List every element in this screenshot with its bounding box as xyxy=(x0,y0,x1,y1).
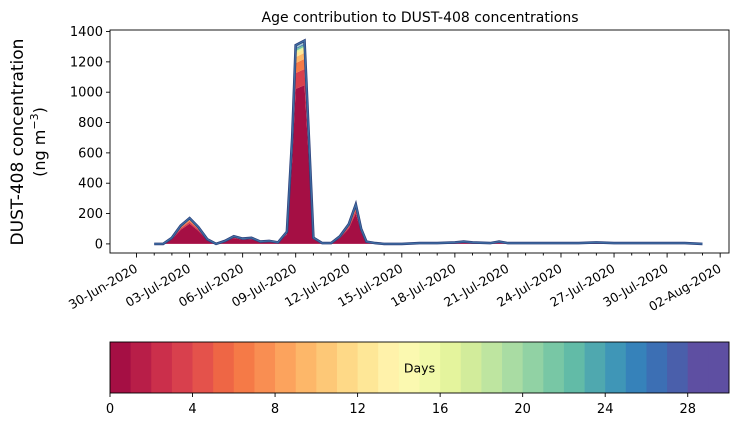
colorbar-swatch xyxy=(192,342,214,393)
colorbar-tick-label: 28 xyxy=(679,402,696,417)
plot-frame xyxy=(109,29,730,254)
colorbar-swatch xyxy=(398,342,420,393)
colorbar-swatch xyxy=(440,342,462,393)
total-series-line xyxy=(154,39,703,245)
total-series-outline xyxy=(154,38,703,246)
colorbar-tick-label: 16 xyxy=(432,402,449,417)
colorbar-swatch xyxy=(646,342,668,393)
colorbar-swatch xyxy=(667,342,689,393)
age-layer-3 xyxy=(154,52,703,244)
y-axis-label: DUST-408 concentration (ng m−3) xyxy=(8,39,49,246)
colorbar-swatch xyxy=(605,342,627,393)
colorbar-swatch xyxy=(357,342,379,393)
y-axis-label-unit: (ng m xyxy=(30,130,49,177)
colorbar-swatch xyxy=(233,342,255,393)
y-tick-label: 1400 xyxy=(70,25,103,40)
y-tick-label: 200 xyxy=(78,207,103,222)
colorbar-swatch xyxy=(563,342,585,393)
colorbar-tick-label: 8 xyxy=(271,402,279,417)
y-tick-label: 400 xyxy=(78,177,103,192)
colorbar-swatch xyxy=(460,342,482,393)
age-layer-1 xyxy=(154,69,703,244)
age-layer-4 xyxy=(154,48,703,244)
colorbar-swatch xyxy=(275,342,297,393)
y-axis-label-line2: (ng m−3) xyxy=(28,107,49,177)
x-axis: 30-Jun-202003-Jul-202006-Jul-202009-Jul-… xyxy=(66,253,724,314)
colorbar-swatch xyxy=(254,342,276,393)
colorbar-swatch xyxy=(110,342,132,393)
colorbar-tick-label: 20 xyxy=(514,402,531,417)
age-layer-older xyxy=(154,40,703,244)
colorbar-tick-label: 24 xyxy=(597,402,614,417)
colorbar-swatch xyxy=(584,342,606,393)
colorbar-swatch xyxy=(522,342,544,393)
colorbar-swatch xyxy=(171,342,193,393)
colorbar-tick-label: 4 xyxy=(188,402,196,417)
y-tick-label: 1200 xyxy=(70,55,103,70)
colorbar-frame xyxy=(109,341,730,394)
colorbar-swatch xyxy=(419,342,441,393)
y-axis-label-line1: DUST-408 concentration xyxy=(8,39,28,246)
colorbar-tick-label: 12 xyxy=(349,402,366,417)
chart-title: Age contribution to DUST-408 concentrati… xyxy=(262,10,579,26)
y-tick-label: 0 xyxy=(95,237,103,252)
age-layer-2 xyxy=(154,58,703,244)
y-tick-label: 800 xyxy=(78,116,103,131)
age-layer-5 xyxy=(154,46,703,244)
age-layer-6 xyxy=(154,44,703,244)
y-axis-label-unit-exponent: −3 xyxy=(28,113,41,129)
age-layer-0 xyxy=(154,85,703,244)
colorbar-swatch xyxy=(130,342,152,393)
colorbar-swatch xyxy=(295,342,317,393)
colorbar-swatch xyxy=(687,342,709,393)
colorbar-swatch xyxy=(336,342,358,393)
age-layer-7 xyxy=(154,43,703,244)
colorbar-swatch xyxy=(543,342,565,393)
colorbar-label: Days xyxy=(404,361,435,376)
y-tick-label: 1000 xyxy=(70,86,103,101)
colorbar-swatch xyxy=(151,342,173,393)
colorbar-swatch xyxy=(502,342,524,393)
colorbar-swatch xyxy=(316,342,338,393)
colorbar-swatch xyxy=(378,342,400,393)
colorbar-swatch xyxy=(213,342,235,393)
colorbar-swatch xyxy=(625,342,647,393)
plot-area xyxy=(109,29,730,254)
y-axis-label-unit-close: ) xyxy=(30,107,49,113)
colorbar-swatch xyxy=(481,342,503,393)
colorbar: Days 0 4 8 12 16 20 24 28 xyxy=(106,341,730,417)
colorbar-tick-label: 0 xyxy=(106,402,114,417)
colorbar-swatch xyxy=(708,342,730,393)
y-axis: 0 200 400 600 800 1000 1200 1400 xyxy=(70,25,110,252)
y-tick-label: 600 xyxy=(78,146,103,161)
